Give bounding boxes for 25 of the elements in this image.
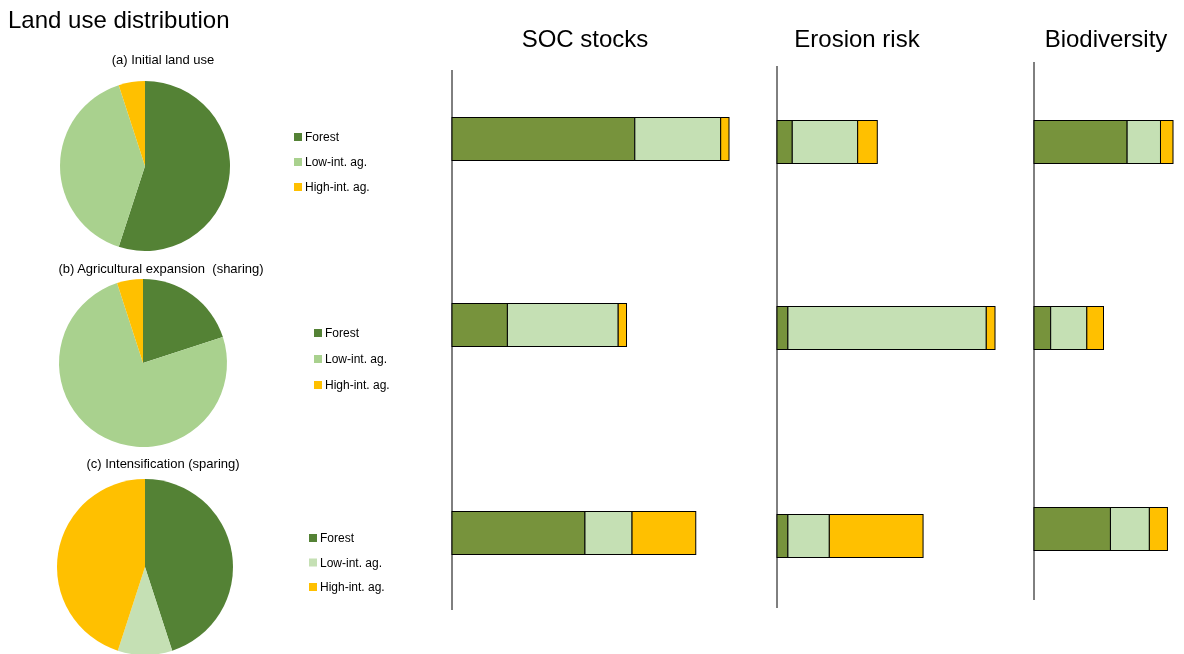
legend-label: Low-int. ag. [320, 555, 383, 570]
chart-title: Biodiversity [1044, 25, 1168, 52]
chart-subtitle: (a) Initial land use [111, 52, 215, 67]
pie-slice [118, 81, 145, 166]
chart-title: Land use distribution [8, 6, 230, 33]
pie-slice [143, 279, 223, 363]
legend-label: High-int. ag. [305, 180, 370, 194]
legend-label: Forest [305, 130, 340, 144]
pie-slice [117, 567, 173, 654]
pie-slice [118, 81, 230, 251]
pie-slice [145, 479, 233, 651]
legend-label: High-int. ag. [325, 378, 390, 392]
legend-label: Low-int. ag. [305, 155, 368, 169]
chart-title: SOC stocks [521, 25, 649, 52]
pie-slice [117, 279, 143, 363]
legend-label: Low-int. ag. [325, 352, 388, 366]
chart-title: (c) Intensification (sparing) [86, 456, 240, 471]
legend-label: Forest [325, 326, 360, 340]
pie-slice [60, 85, 145, 247]
chart-title: Erosion risk [794, 25, 921, 52]
pie-slice [57, 479, 145, 651]
legend-label: High-int. ag. [320, 580, 385, 594]
chart-title: (b) Agricultural expansion (sharing) [58, 261, 264, 276]
legend-label: Forest [320, 531, 355, 545]
pie-slice [59, 283, 227, 447]
